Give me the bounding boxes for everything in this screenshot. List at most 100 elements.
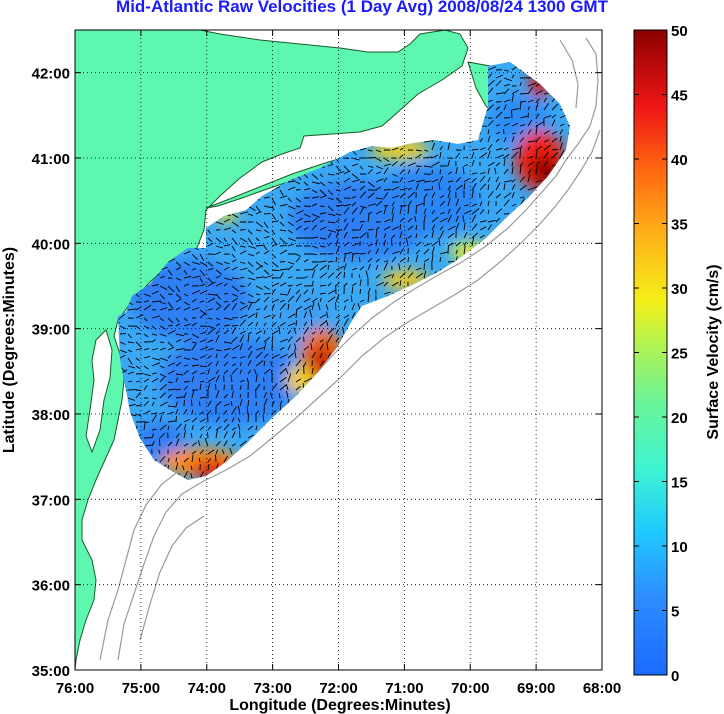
velocity-vector [167,411,175,415]
velocity-vector [431,224,436,231]
velocity-vector [519,196,525,199]
velocity-vector [263,353,269,359]
velocity-vector [311,297,318,303]
velocity-vector [439,211,446,215]
velocity-vector [246,377,249,383]
velocity-vector [191,307,200,311]
velocity-vector [375,258,380,263]
velocity-vector [287,205,296,210]
velocity-vector [175,285,181,293]
velocity-vector [207,242,214,247]
colorbar-tick-label: 40 [671,152,688,169]
velocity-vector [567,130,570,135]
velocity-vector [311,269,316,279]
velocity-vector [519,123,526,127]
velocity-vector [151,348,159,351]
velocity-vector [439,175,444,183]
velocity-vector [391,273,395,279]
velocity-vector [311,217,318,223]
velocity-vector [479,183,487,191]
velocity-vector [143,422,146,431]
velocity-vector [311,213,321,218]
velocity-vector [263,229,270,234]
velocity-vector [215,301,222,307]
velocity-vector [183,275,192,279]
velocity-vector [151,397,157,400]
velocity-vector [119,325,127,330]
velocity-vector [423,248,430,255]
velocity-vector [247,229,253,235]
y-tick-label: 39:00 [32,322,70,339]
velocity-vector [455,222,460,231]
velocity-vector [151,378,159,383]
velocity-vector [237,423,241,431]
velocity-vector [335,265,345,271]
velocity-vector [271,353,280,359]
velocity-vector [319,189,327,197]
velocity-vector [519,176,525,183]
velocity-vector [367,213,370,223]
velocity-vector [327,327,335,335]
velocity-vector [311,196,319,199]
velocity-vector [183,392,187,399]
velocity-vector [471,203,478,207]
velocity-vector [207,297,216,303]
velocity-vector [319,320,327,327]
velocity-vector [191,454,194,463]
velocity-vector [383,281,389,287]
velocity-vector [303,220,311,223]
velocity-vector [223,409,228,415]
velocity-vector [303,378,312,383]
velocity-vector [503,183,506,191]
velocity-vector [375,157,382,162]
velocity-vector [175,333,185,337]
velocity-vector [431,178,439,183]
velocity-vector [295,385,301,391]
velocity-vector [319,260,327,263]
velocity-vector [159,384,167,391]
velocity-vector [255,373,258,383]
velocity-vector [255,229,262,232]
velocity-vector [151,339,156,343]
velocity-vector [263,269,270,275]
velocity-vector [319,264,327,271]
velocity-vector [239,245,246,248]
chesapeake-bay [85,329,113,454]
velocity-vector [399,272,406,279]
velocity-vector [431,142,436,151]
velocity-vector [247,350,253,359]
velocity-vector [263,196,270,199]
velocity-vector [167,425,170,431]
velocity-vector [175,451,180,455]
velocity-vector [335,329,339,335]
velocity-vector [311,236,319,239]
velocity-vector [127,357,133,365]
velocity-vector [199,331,207,335]
velocity-vector [271,314,276,319]
velocity-vector [375,229,378,239]
velocity-vector [263,305,268,311]
velocity-vector [463,231,468,239]
velocity-vector [311,189,318,194]
velocity-vector [335,204,344,207]
velocity-vector [551,103,559,111]
velocity-vector [215,454,217,463]
velocity-vector [263,221,269,229]
velocity-vector [431,230,435,239]
velocity-vector [551,152,559,159]
velocity-vector [326,341,329,351]
velocity-vector [159,456,166,463]
velocity-vector [223,423,230,431]
velocity-vector [503,153,510,159]
velocity-vector [237,417,241,423]
velocity-vector [399,205,403,215]
velocity-vector [327,296,336,303]
velocity-vector [310,319,313,327]
velocity-vector [495,217,501,223]
velocity-vector [343,299,349,303]
velocity-vector [535,90,543,95]
velocity-vector [279,376,287,383]
velocity-vector [239,305,248,311]
velocity-vector [343,170,350,175]
velocity-vector [231,417,235,423]
